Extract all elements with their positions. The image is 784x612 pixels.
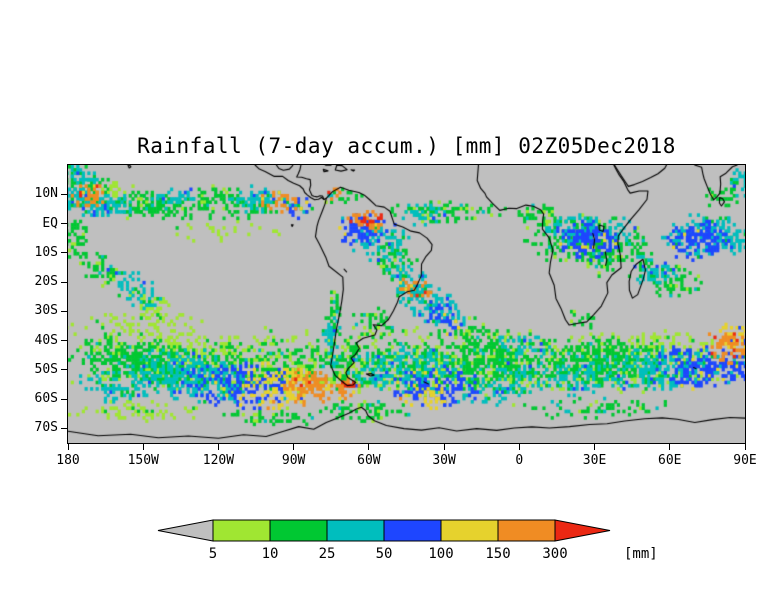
x-axis-tick [142,444,144,450]
colorbar-unit-label: [mm] [624,546,658,562]
colorbar-arrow-low [157,519,214,542]
colorbar-segment [269,519,328,542]
colorbar-segment [383,519,442,542]
colorbar-segment [326,519,385,542]
x-axis-tick [67,444,69,450]
colorbar-arrow-high [554,519,611,542]
y-axis-tick-label: 30S [34,303,58,319]
colorbar-tick-label: 10 [262,546,279,562]
y-axis-tick-label: 60S [34,391,58,407]
y-axis-tick [61,223,67,225]
x-axis-tick [594,444,596,450]
x-axis-tick [744,444,746,450]
y-axis-tick [61,398,67,400]
y-axis-tick-label: 10S [34,244,58,260]
colorbar-tick-label: 5 [209,546,217,562]
y-axis-tick [61,193,67,195]
y-axis-tick-label: 20S [34,274,58,290]
y-axis-tick [61,252,67,254]
x-axis-tick-label: 30E [582,453,607,468]
colorbar-tick-label: 300 [542,546,567,562]
colorbar-segment [212,519,271,542]
x-axis-tick [669,444,671,450]
y-axis-tick [61,369,67,371]
x-axis-tick [518,444,520,450]
x-axis-tick-label: 150W [127,453,159,468]
y-axis-tick-label: 70S [34,420,58,436]
x-axis-tick-label: 90W [281,453,306,468]
colorbar-tick-label: 100 [428,546,453,562]
x-axis-tick [368,444,370,450]
x-axis-tick-label: 90E [733,453,757,468]
y-axis-tick-label: 10N [34,186,58,202]
colorbar-segment [497,519,556,542]
colorbar-segment [440,519,499,542]
x-axis-tick-label: 60W [357,453,381,468]
x-axis-tick [293,444,295,450]
colorbar-tick-label: 25 [319,546,336,562]
y-axis-tick-label: 50S [34,361,58,377]
y-axis-tick-label: 40S [34,332,58,348]
x-axis-tick-label: 0 [515,453,524,468]
x-axis-tick [217,444,219,450]
y-axis-tick [61,281,67,283]
chart-title: Rainfall (7-day accum.) [mm] 02Z05Dec201… [137,134,676,158]
map-frame [67,164,746,444]
colorbar: 5 10 25 50 100 150 300 [mm] [157,519,658,562]
x-axis-tick-label: 180 [56,453,80,468]
rainfall-grid-canvas [68,165,745,443]
y-axis-tick [61,340,67,342]
colorbar-tick-label: 50 [376,546,393,562]
x-axis-tick [443,444,445,450]
x-axis-tick-label: 30W [432,453,456,468]
x-axis-tick-label: 60E [658,453,682,468]
colorbar-tick-label: 150 [485,546,510,562]
x-axis-tick-label: 120W [202,453,235,468]
y-axis-tick-label: EQ [42,215,58,231]
y-axis-tick [61,310,67,312]
y-axis-tick [61,427,67,429]
